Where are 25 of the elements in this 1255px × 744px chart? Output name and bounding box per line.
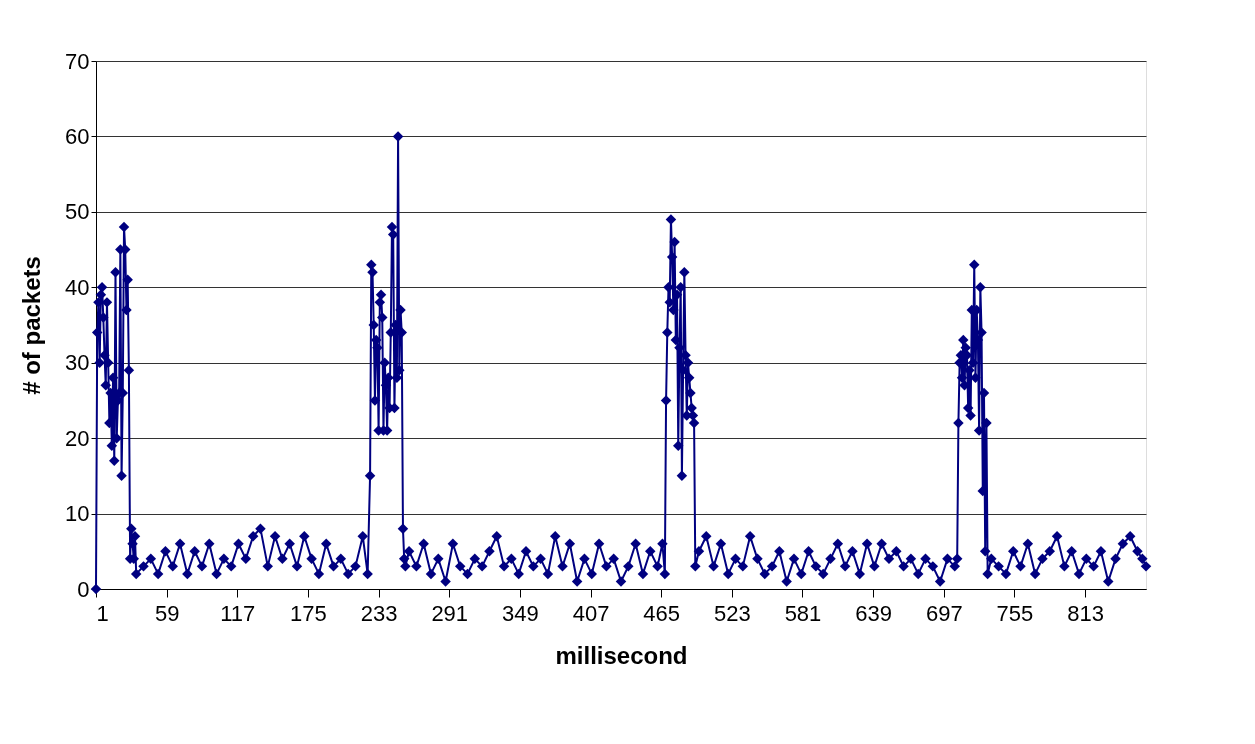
- x-tick-label: 349: [502, 600, 539, 626]
- y-tick-label: 20: [65, 425, 90, 451]
- x-tick-label: 59: [154, 600, 180, 626]
- x-axis-title: millisecond: [555, 641, 688, 669]
- y-tick-label: 40: [65, 274, 90, 300]
- x-tick-label: 523: [713, 600, 751, 626]
- x-tick-label: 581: [784, 600, 822, 626]
- x-tick-label: 465: [643, 600, 681, 626]
- x-tick-label: 813: [1067, 600, 1104, 626]
- y-tick-label: 30: [65, 350, 90, 376]
- x-tick-label: 175: [290, 600, 327, 626]
- x-tick-label: 117: [220, 600, 256, 626]
- x-tick-label: 1: [96, 600, 109, 626]
- x-tick-label: 639: [855, 600, 893, 626]
- y-tick-label: 10: [65, 501, 90, 527]
- x-tick-label: 697: [925, 600, 963, 626]
- x-tick-label: 755: [996, 600, 1034, 626]
- y-tick-label: 0: [77, 576, 90, 602]
- x-tick-label: 407: [572, 600, 610, 626]
- x-tick-label: 291: [431, 600, 469, 626]
- y-tick-label: 60: [65, 123, 90, 149]
- y-axis-title: # of packets: [18, 256, 46, 395]
- x-tick-label: 233: [360, 600, 398, 626]
- y-tick-label: 50: [65, 199, 90, 225]
- y-tick-label: 70: [65, 48, 90, 74]
